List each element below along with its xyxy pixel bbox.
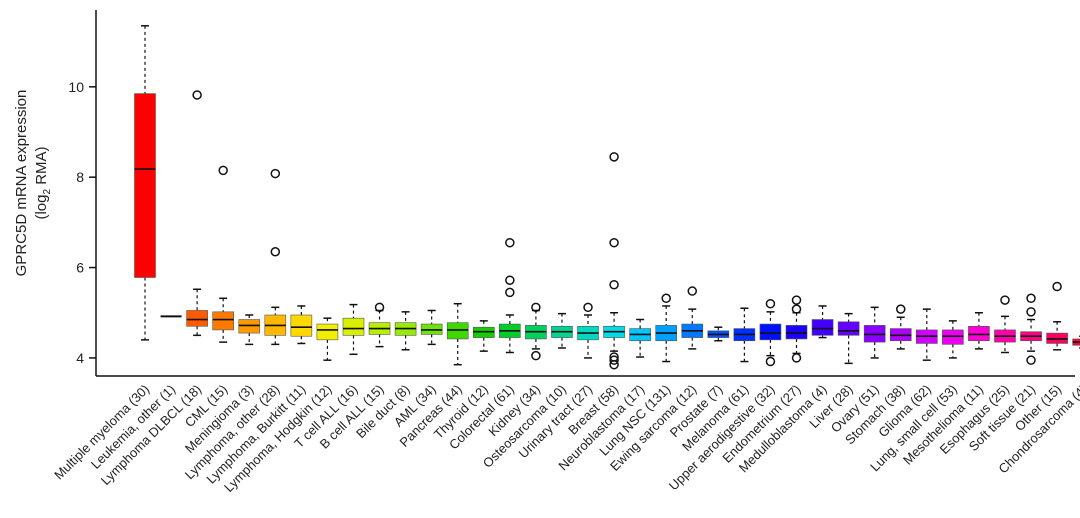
box-iqr <box>238 319 261 334</box>
outlier-point <box>791 304 802 314</box>
box-29 <box>889 304 912 350</box>
box-36 <box>1072 335 1080 349</box>
outlier-point <box>609 237 619 248</box>
box-16 <box>551 312 573 349</box>
y-tick-label: 8 <box>76 169 84 185</box>
box-14 <box>499 237 521 354</box>
box-28 <box>863 306 886 359</box>
y-tick-label: 10 <box>68 79 84 95</box>
box-26 <box>811 305 834 339</box>
box-21 <box>681 286 704 350</box>
box-iqr <box>342 317 365 336</box>
box-35 <box>1046 281 1068 351</box>
outlier-point <box>1000 295 1010 305</box>
box-7 <box>316 317 339 361</box>
outlier-point <box>1052 281 1062 292</box>
outlier-point <box>609 355 619 365</box>
box-iqr <box>446 322 469 340</box>
y-axis-subtitle-prefix: (log <box>33 195 50 220</box>
boxes <box>134 25 1080 370</box>
outlier-point <box>192 90 202 100</box>
outlier-point <box>791 353 802 363</box>
outlier-point <box>270 168 281 179</box>
box-4 <box>238 314 261 346</box>
outlier-point <box>895 304 906 314</box>
box-2 <box>186 90 208 337</box>
box-iqr <box>759 323 782 341</box>
y-tick-label: 6 <box>76 260 84 276</box>
box-10 <box>394 311 417 351</box>
box-iqr <box>811 319 834 336</box>
y-tick-label: 4 <box>76 350 84 366</box>
box-13 <box>472 320 495 352</box>
outlier-point <box>583 302 593 313</box>
outlier-point <box>270 246 281 257</box>
box-iqr <box>134 93 156 278</box>
box-11 <box>420 309 443 346</box>
box-33 <box>994 295 1016 354</box>
outlier-point <box>505 275 515 285</box>
box-23 <box>733 307 756 363</box>
box-12 <box>446 302 469 366</box>
box-24 <box>759 298 782 367</box>
outlier-point <box>765 356 776 367</box>
y-axis-subtitle-base: 2 <box>42 189 53 195</box>
outlier-point <box>609 279 619 290</box>
outlier-point <box>609 152 619 162</box>
box-32 <box>968 311 990 350</box>
outlier-point <box>609 359 619 370</box>
box-9 <box>368 302 391 348</box>
box-19 <box>629 318 651 358</box>
box-iqr <box>785 325 808 340</box>
box-30 <box>915 308 938 361</box>
box-iqr <box>837 321 860 336</box>
box-22 <box>707 326 730 342</box>
outlier-point <box>374 302 385 313</box>
outlier-point <box>218 165 228 176</box>
box-18 <box>603 152 625 370</box>
box-31 <box>942 320 964 359</box>
box-6 <box>290 305 313 345</box>
box-0 <box>134 25 156 341</box>
box-iqr <box>290 314 313 337</box>
box-iqr <box>968 325 990 342</box>
y-axis-title: GPRC5D mRNA expression <box>13 90 30 277</box>
category-labels: Multiple myeloma (30)Leukemia, other (1)… <box>51 382 1080 495</box>
outlier-point <box>1026 307 1036 317</box>
outlier-point <box>505 237 515 248</box>
box-27 <box>837 312 860 365</box>
y-axis-subtitle-suffix: RMA) <box>33 146 50 189</box>
box-25 <box>785 295 808 363</box>
y-ticks: 4 6 8 10 <box>68 79 96 366</box>
box-20 <box>655 293 678 363</box>
outlier-point <box>765 298 776 309</box>
box-iqr <box>316 323 339 341</box>
outlier-point <box>531 302 541 313</box>
outlier-point <box>661 293 671 304</box>
box-iqr <box>186 310 208 327</box>
outlier-point <box>791 295 802 305</box>
outlier-point <box>1026 355 1036 365</box>
outlier-point <box>687 286 698 296</box>
box-3 <box>212 165 234 343</box>
box-15 <box>525 302 547 361</box>
box-iqr <box>942 329 964 345</box>
outlier-point <box>1026 293 1036 304</box>
box-34 <box>1020 293 1042 365</box>
box-8 <box>342 303 365 356</box>
box-5 <box>264 168 287 346</box>
box-iqr <box>212 311 234 331</box>
box-17 <box>577 302 599 359</box>
outlier-point <box>531 350 541 361</box>
outlier-point <box>505 287 515 298</box>
y-axis-subtitle: (log2 RMA) <box>33 146 53 219</box>
